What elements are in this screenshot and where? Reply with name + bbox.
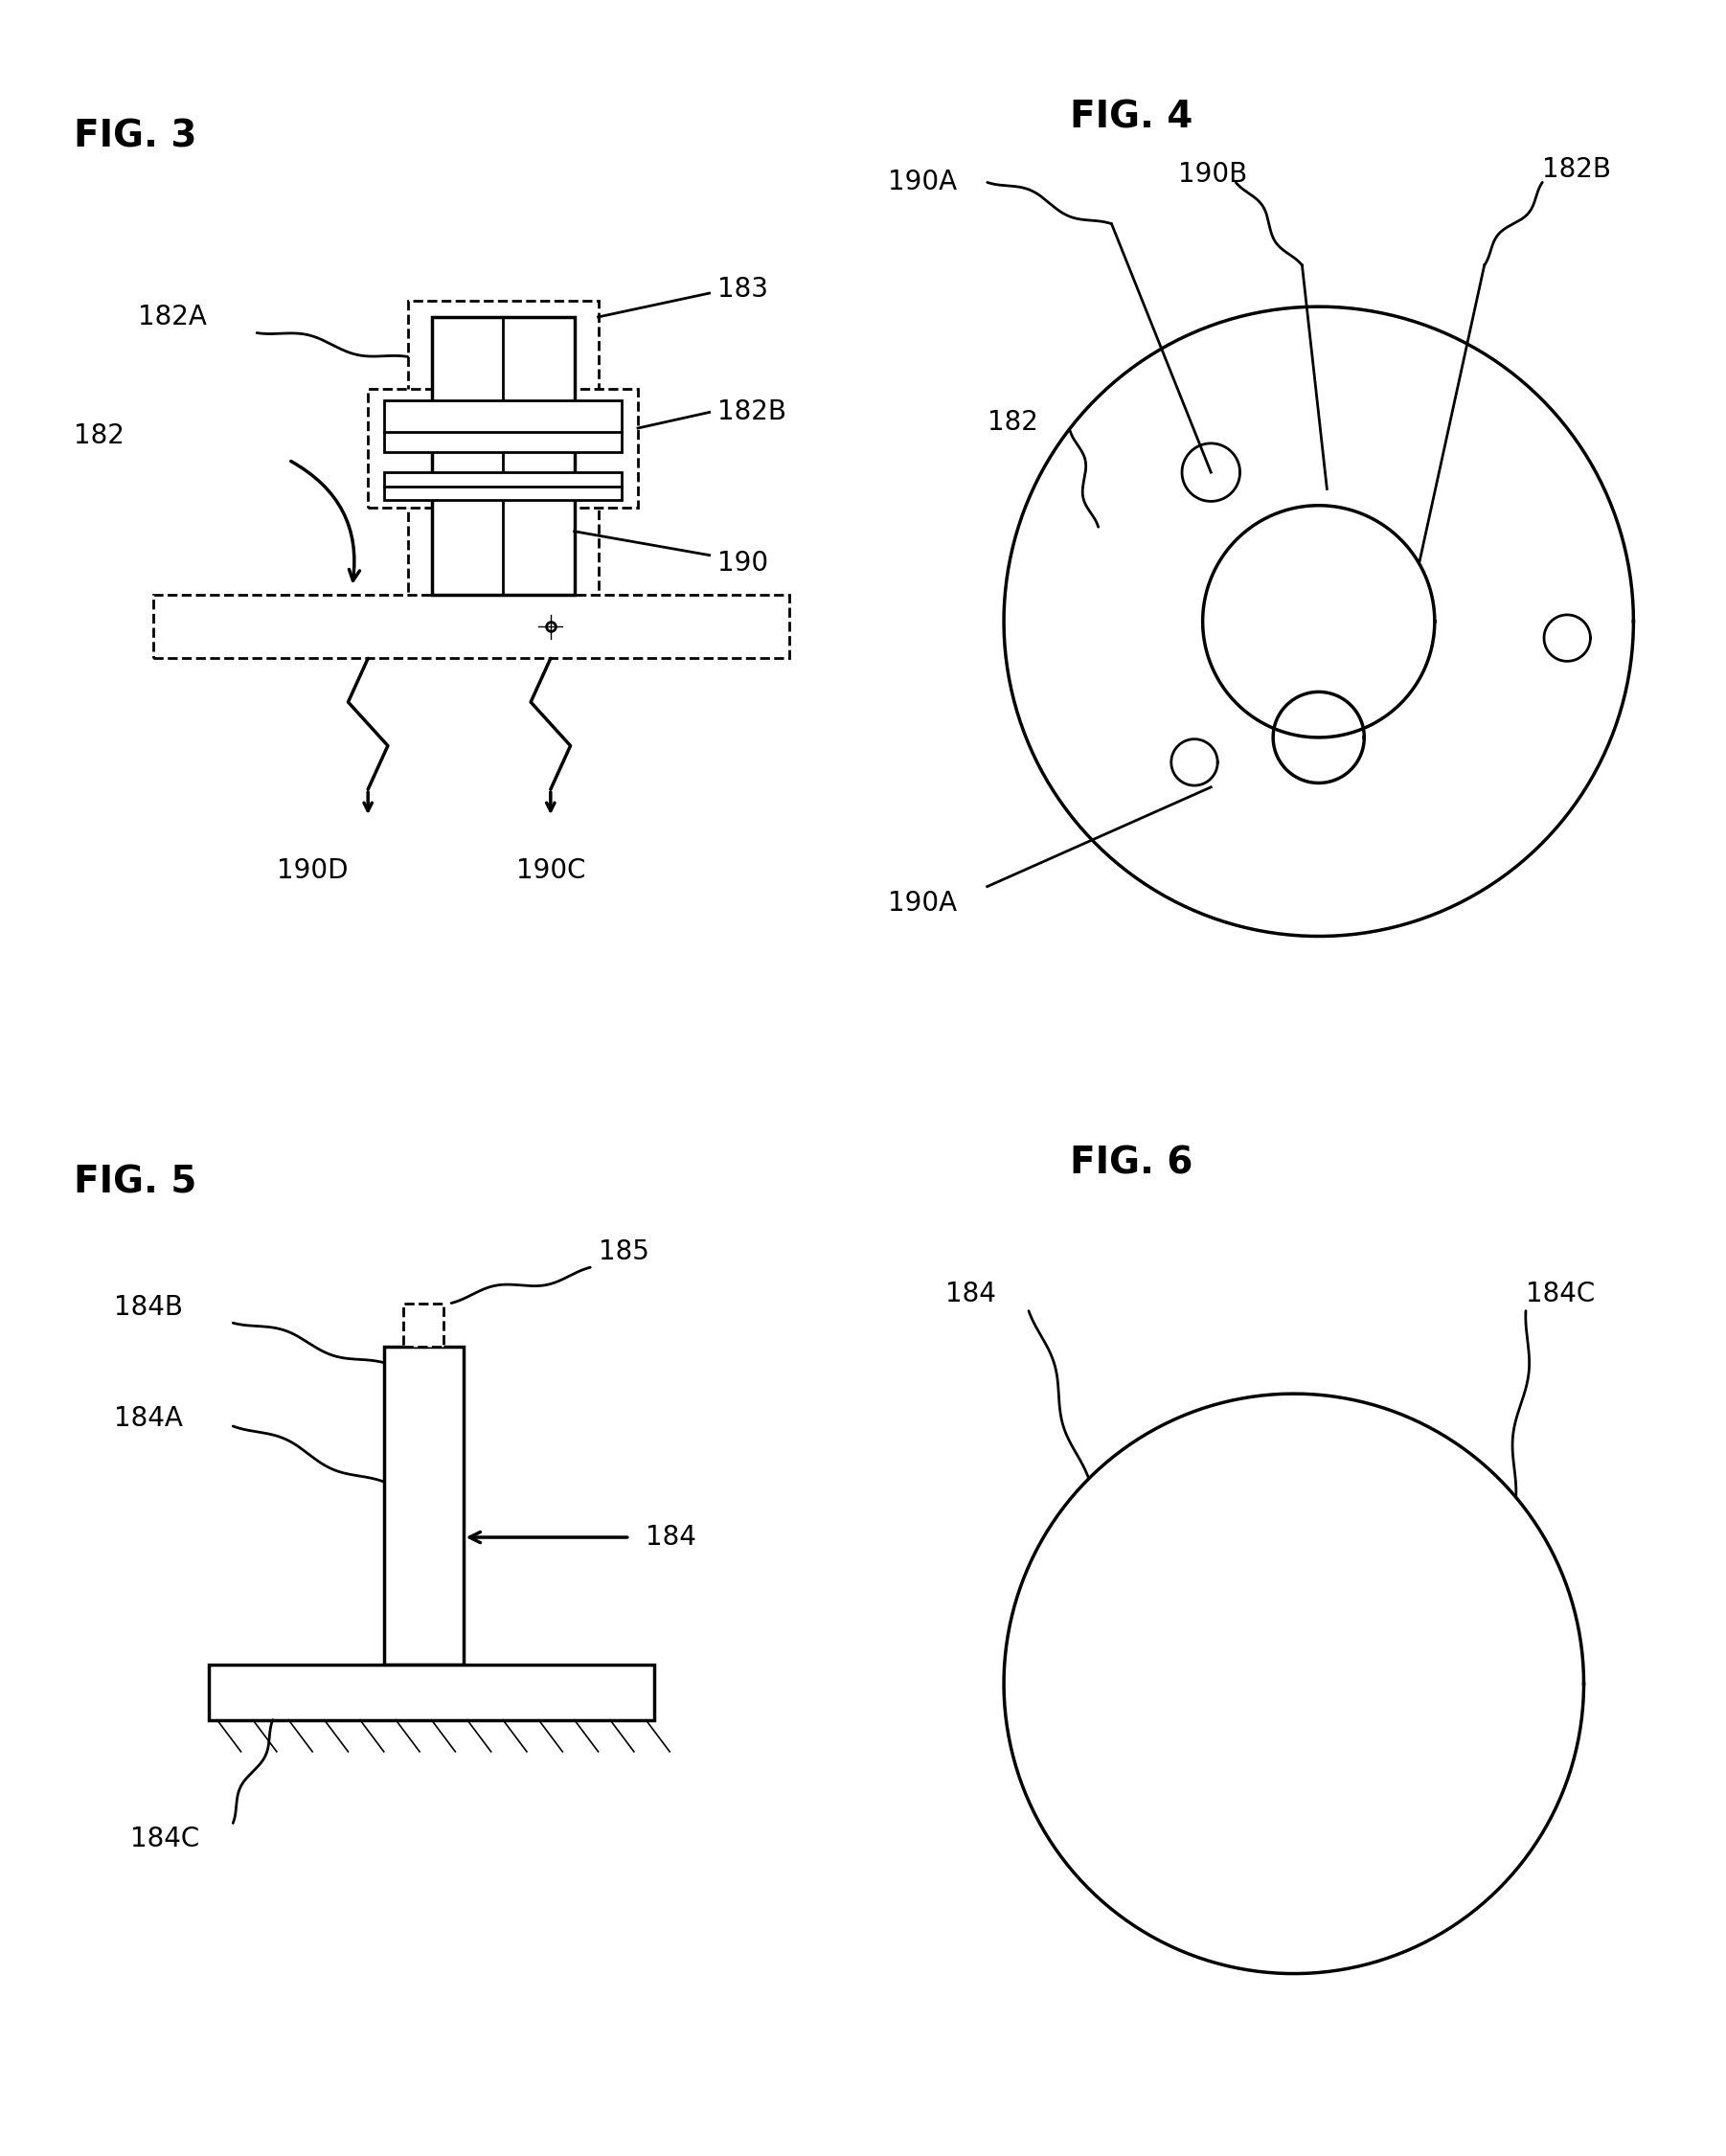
FancyBboxPatch shape [404, 1302, 444, 1348]
Bar [383, 401, 621, 453]
Text: 182: 182 [987, 410, 1037, 436]
Text: 184C: 184C [129, 1826, 198, 1852]
Text: 184: 184 [946, 1281, 996, 1309]
Bar [383, 1348, 463, 1664]
Bar [383, 472, 621, 500]
Text: 183: 183 [718, 276, 768, 302]
Text: 190D: 190D [276, 856, 349, 884]
Text: 184C: 184C [1526, 1281, 1595, 1309]
Text: 190A: 190A [887, 890, 956, 916]
Text: 184A: 184A [114, 1406, 183, 1432]
Text: 184: 184 [646, 1524, 697, 1550]
Text: 185: 185 [599, 1238, 649, 1266]
FancyBboxPatch shape [407, 302, 599, 610]
Text: FIG. 5: FIG. 5 [74, 1164, 197, 1201]
Bar [209, 1664, 654, 1720]
Text: 182A: 182A [138, 304, 207, 330]
Bar [432, 317, 575, 595]
FancyBboxPatch shape [154, 595, 789, 658]
Text: 190: 190 [718, 550, 768, 576]
Text: 182B: 182B [718, 399, 787, 425]
Text: 182B: 182B [1543, 157, 1612, 183]
Text: 190B: 190B [1177, 162, 1246, 188]
Text: 190A: 190A [887, 168, 956, 196]
Text: 190C: 190C [516, 856, 585, 884]
FancyBboxPatch shape [368, 388, 639, 507]
Text: FIG. 3: FIG. 3 [74, 119, 197, 155]
Text: 182: 182 [74, 423, 124, 448]
Text: 184B: 184B [114, 1294, 183, 1319]
FancyArrowPatch shape [292, 461, 359, 580]
Text: FIG. 6: FIG. 6 [1070, 1145, 1193, 1181]
Text: FIG. 4: FIG. 4 [1070, 99, 1193, 136]
